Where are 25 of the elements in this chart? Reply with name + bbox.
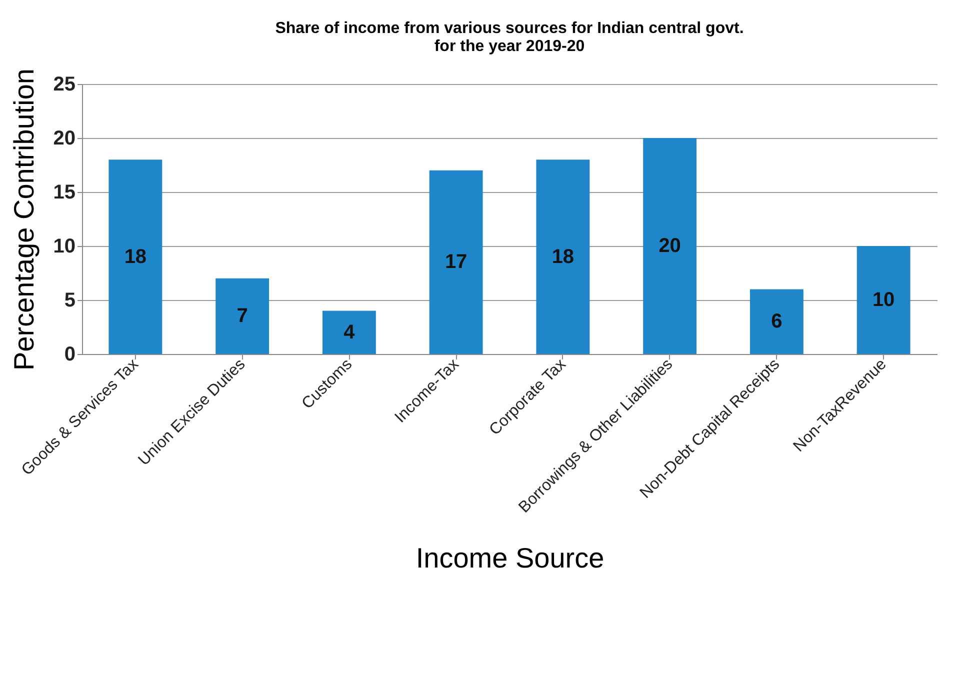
y-tick-label: 10: [53, 236, 76, 258]
y-tick-label: 25: [53, 74, 76, 96]
bar: [750, 289, 804, 354]
data-label: 18: [552, 246, 574, 268]
bar: [108, 160, 162, 354]
bar: [322, 310, 376, 354]
data-label: 4: [344, 321, 356, 344]
data-label: 18: [124, 246, 147, 268]
data-label: 10: [872, 289, 895, 311]
bar: [536, 160, 590, 354]
bar: [856, 246, 910, 354]
data-label: 20: [658, 235, 681, 257]
y-tick-label: 0: [64, 344, 76, 366]
data-label: 6: [771, 310, 782, 333]
chart-title: Share of income from various sources for Indian central govt. for the year 2019-20: [275, 20, 744, 56]
y-tick-label: 20: [53, 128, 76, 150]
y-axis-title: Percentage Contribution: [8, 68, 40, 370]
y-tick-label: 5: [64, 290, 76, 312]
bar: [216, 278, 270, 354]
y-tick-label: 15: [53, 182, 76, 204]
x-axis-title: Income Source: [416, 542, 604, 574]
data-label: 17: [444, 251, 468, 274]
bar: [429, 170, 483, 354]
bar: [643, 138, 697, 354]
data-label: 7: [236, 305, 248, 328]
